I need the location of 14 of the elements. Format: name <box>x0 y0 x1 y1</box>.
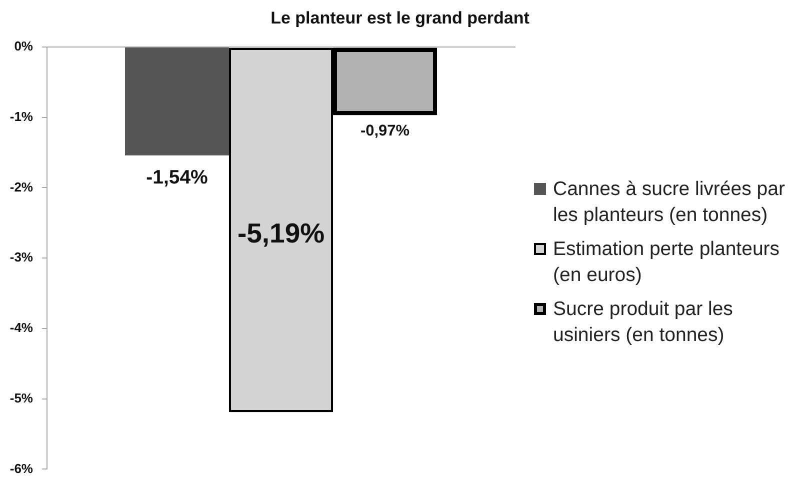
y-tick-label: -3% <box>10 250 34 265</box>
chart-title: Le planteur est le grand perdant <box>270 8 530 28</box>
legend-label: Sucre produit par les usiniers (en tonnes) <box>553 297 734 348</box>
y-tick-label: -2% <box>10 179 34 194</box>
y-tick-label: -6% <box>10 460 34 476</box>
data-label: -1,54% <box>146 166 208 189</box>
y-tick-label: -5% <box>10 390 34 406</box>
legend-label: Estimation perte planteurs (en euros) <box>553 237 781 288</box>
legend-label: Cannes à sucre livrées par les planteurs (en tonnes) <box>553 177 786 228</box>
y-tick-label: -4% <box>10 320 34 336</box>
data-label: -5,19% <box>237 217 325 248</box>
y-tick-label: 0% <box>14 38 34 54</box>
y-tick-label: -1% <box>10 108 34 124</box>
data-label: -0,97% <box>360 122 410 140</box>
